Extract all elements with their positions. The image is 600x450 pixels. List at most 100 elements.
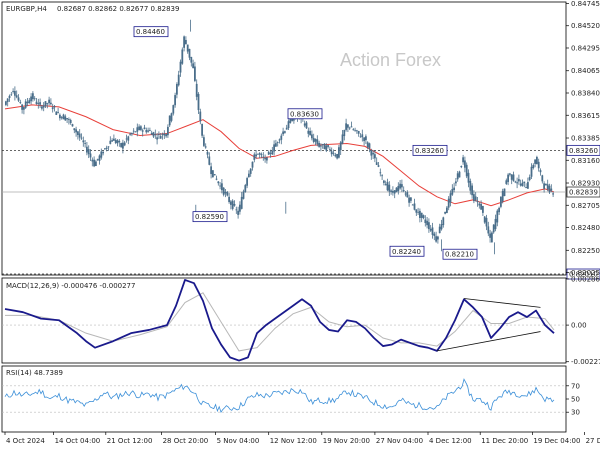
candle-body [206,151,209,155]
candle-body [501,190,504,202]
candle-body [424,219,427,223]
rsi-panel-frame [1,365,567,433]
candle-body [12,91,14,92]
candle-body [267,151,270,155]
candle-body [548,185,551,193]
candle-body [35,101,38,105]
price-tick-label: 0.84520 [571,22,600,30]
candle-body [111,140,113,142]
rsi-y-axis: 70 50 30 [566,382,580,417]
price-tick-label: 0.84065 [571,67,600,75]
price-tick-label: 0.83840 [571,90,600,98]
rsi-tick-label: 30 [571,409,580,417]
candle-body [374,154,376,159]
candle-body [17,97,20,101]
candle-body [167,126,169,136]
macd-main-line [4,279,555,362]
candle-body [494,218,497,230]
candle-body [257,153,259,155]
macd-trendline [436,331,541,352]
price-annotation-box [133,26,169,38]
candle-body [233,204,236,206]
candle-body [516,182,518,184]
candle-body [249,168,252,174]
candle-body [194,66,196,81]
candle-body [372,152,374,155]
candle-body [96,158,99,160]
candle-body [287,121,290,129]
candle-body [541,175,544,182]
candle-body [156,137,158,140]
candle-body [404,193,407,195]
candle-body [127,136,130,141]
candle-body [523,181,526,184]
candle-body [147,130,149,132]
candle-body [242,191,245,199]
candle-body [185,39,187,45]
candle-body [438,226,441,234]
candle-body [375,162,378,165]
candle-body [446,207,448,213]
candle-body [95,161,97,166]
candle-body [140,126,142,130]
candle-body [51,107,54,110]
candle-body [10,94,13,96]
candle-body [104,148,106,150]
candle-body [42,105,45,108]
candle-body [320,145,322,147]
candle-body [50,102,52,105]
candle-body [476,200,479,203]
candle-body [366,142,369,148]
candle-body [467,172,470,183]
candle-body [336,154,338,159]
candle-body [291,118,293,122]
candle-body [69,120,72,124]
candle-body [379,172,382,174]
rsi-tick-label: 70 [571,382,580,390]
ohlc-readout: 0.82687 0.82862 0.82677 0.82839 [57,5,179,13]
candle-body [165,134,167,137]
price-annotations: 0.84460 0.82590 0.83630 0.83260 0.82240 0.822… [133,26,478,260]
candle-body [143,127,146,130]
candle-body [134,131,137,133]
candle-body [199,111,202,122]
price-annotation-label: 0.82240 [392,248,421,256]
candle-body [332,152,335,154]
candle-body [109,140,112,144]
candle-body [136,127,139,132]
candle-body [397,185,400,192]
candle-body [284,131,286,133]
candle-body [545,183,547,186]
candle-body [307,130,310,134]
candle-body [314,138,317,142]
candle-body [482,205,484,213]
candle-body [21,104,23,110]
candle-body [15,95,18,98]
candle-body [125,138,128,140]
candle-body [381,175,383,177]
candle-body [276,142,279,143]
candle-body [75,129,77,133]
time-tick-label: 4 Dec 12:00 [429,437,472,445]
candle-body [159,136,162,139]
candle-body [339,142,342,151]
candle-body [118,140,121,143]
candle-body [48,99,50,104]
candle-body [325,145,328,151]
candle-body [392,190,394,193]
level-price-box [566,144,600,156]
candle-body [343,129,346,137]
candle-body [462,157,464,163]
candle-body [129,133,131,135]
candle-body [195,83,198,97]
candle-body [395,187,398,193]
price-tick-label: 0.82250 [571,247,600,255]
candle-body [230,201,232,205]
candle-body [512,174,515,181]
candle-body [105,147,108,149]
candle-body [141,130,144,132]
candle-body [519,183,522,186]
candle-body [428,222,430,230]
candle-body [275,143,277,147]
symbol-header: EURGBP,H4 [6,5,47,13]
